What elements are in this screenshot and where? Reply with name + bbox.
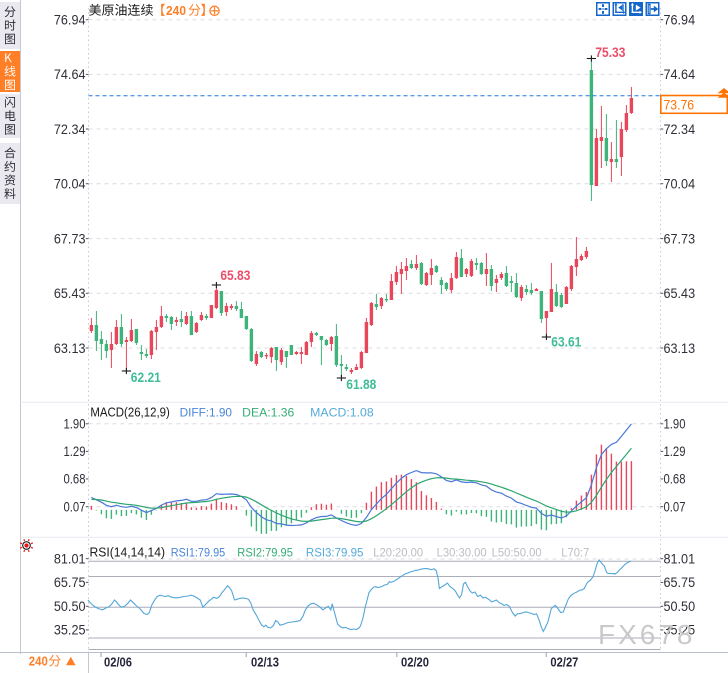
svg-text:RSI3:79.95: RSI3:79.95 xyxy=(306,546,364,560)
svg-text:65.75: 65.75 xyxy=(54,575,86,590)
svg-text:240: 240 xyxy=(166,3,186,18)
svg-text:67.73: 67.73 xyxy=(54,231,86,246)
svg-text:67.73: 67.73 xyxy=(664,231,696,246)
svg-text:02/06: 02/06 xyxy=(104,654,132,669)
svg-text:0.07: 0.07 xyxy=(64,500,86,515)
svg-text:0.68: 0.68 xyxy=(664,472,686,487)
svg-text:DEA:1.36: DEA:1.36 xyxy=(242,405,294,419)
svg-text:70.04: 70.04 xyxy=(54,177,86,192)
svg-text:70.04: 70.04 xyxy=(664,177,696,192)
svg-text:76.94: 76.94 xyxy=(664,13,696,28)
svg-text:L30:30.00: L30:30.00 xyxy=(437,546,487,560)
svg-text:L50:50.00: L50:50.00 xyxy=(492,546,542,560)
svg-text:65.75: 65.75 xyxy=(664,575,696,590)
svg-text:63.13: 63.13 xyxy=(54,341,86,356)
svg-text:02/20: 02/20 xyxy=(401,654,429,669)
svg-text:50.50: 50.50 xyxy=(664,599,696,614)
svg-text:MACD:1.08: MACD:1.08 xyxy=(310,405,374,419)
svg-text:63.61: 63.61 xyxy=(551,335,581,350)
svg-text:81.01: 81.01 xyxy=(664,552,696,567)
svg-text:1.29: 1.29 xyxy=(664,444,686,459)
svg-text:65.43: 65.43 xyxy=(54,286,86,301)
svg-text:1.90: 1.90 xyxy=(64,417,86,432)
svg-text:MACD(26,12,9): MACD(26,12,9) xyxy=(90,405,169,419)
svg-text:63.13: 63.13 xyxy=(664,341,696,356)
svg-text:76.94: 76.94 xyxy=(54,13,86,28)
svg-text:61.88: 61.88 xyxy=(346,377,376,392)
svg-text:DIFF:1.90: DIFF:1.90 xyxy=(180,405,233,419)
svg-text:65.43: 65.43 xyxy=(664,286,696,301)
svg-text:0.68: 0.68 xyxy=(64,472,86,487)
svg-text:35.25: 35.25 xyxy=(54,623,86,638)
svg-text:02/13: 02/13 xyxy=(251,654,279,669)
svg-text:RSI(14,14,14): RSI(14,14,14) xyxy=(90,546,166,560)
svg-text:1.90: 1.90 xyxy=(664,417,686,432)
svg-text:FX678: FX678 xyxy=(598,619,696,650)
svg-text:35.25: 35.25 xyxy=(664,623,696,638)
svg-text:L20:20.00: L20:20.00 xyxy=(373,546,423,560)
svg-text:81.01: 81.01 xyxy=(54,552,86,567)
svg-text:62.21: 62.21 xyxy=(131,370,161,385)
svg-text:RSI2:79.95: RSI2:79.95 xyxy=(237,546,293,560)
svg-text:0.07: 0.07 xyxy=(664,500,686,515)
svg-text:75.33: 75.33 xyxy=(595,45,625,60)
svg-text:1.29: 1.29 xyxy=(64,444,86,459)
svg-text:72.34: 72.34 xyxy=(664,122,696,137)
svg-text:74.64: 74.64 xyxy=(664,67,696,82)
svg-text:50.50: 50.50 xyxy=(54,599,86,614)
svg-text:L70:7: L70:7 xyxy=(561,546,589,560)
svg-text:240: 240 xyxy=(29,654,48,669)
svg-text:65.83: 65.83 xyxy=(220,268,250,283)
svg-text:73.76: 73.76 xyxy=(664,98,695,113)
svg-text:RSI1:79.95: RSI1:79.95 xyxy=(171,546,226,560)
svg-text:74.64: 74.64 xyxy=(54,67,86,82)
svg-text:72.34: 72.34 xyxy=(54,122,86,137)
svg-text:02/27: 02/27 xyxy=(550,654,578,669)
